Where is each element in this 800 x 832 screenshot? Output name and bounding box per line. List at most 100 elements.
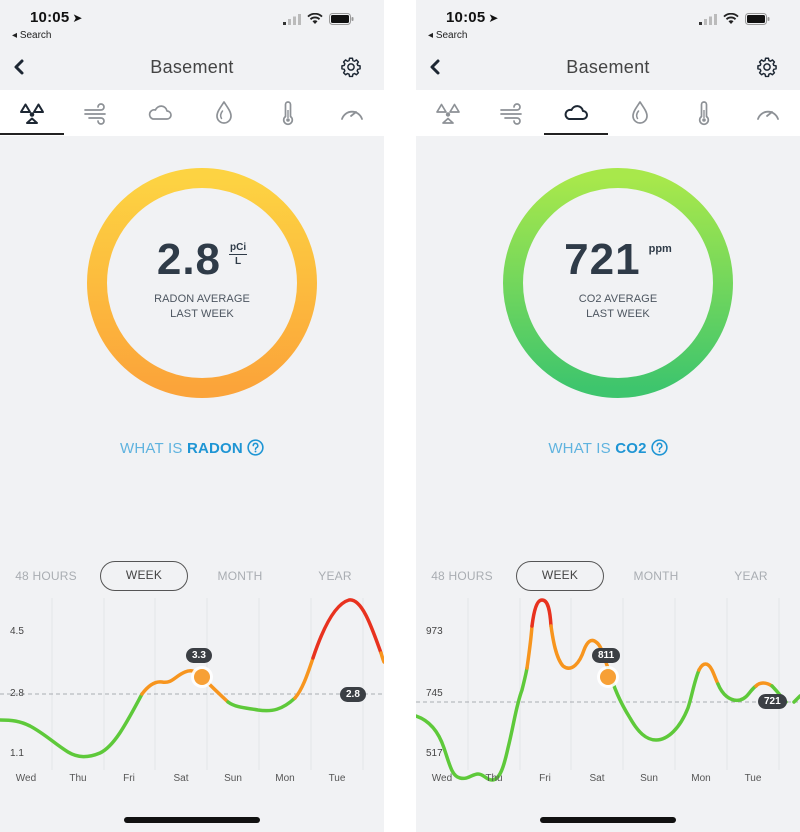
system-icons xyxy=(283,13,354,25)
x-label: Tue xyxy=(744,773,762,784)
x-label: W xyxy=(780,773,800,784)
wind-icon xyxy=(500,103,522,125)
what-is-co2-link[interactable]: WHAT IS CO2 xyxy=(416,439,800,457)
back-chevron-icon[interactable] xyxy=(426,56,446,78)
droplet-icon xyxy=(216,101,232,124)
tab-humidity[interactable] xyxy=(192,90,256,136)
status-bar: 10:05 ➤ ◂ Search xyxy=(416,0,800,46)
range-48-hours[interactable]: 48 HOURS xyxy=(431,569,493,583)
radiation-icon xyxy=(20,103,44,124)
y-tick: 745 xyxy=(426,688,443,699)
x-label: Sun xyxy=(224,773,242,784)
tab-radon[interactable] xyxy=(416,90,480,136)
ring-gauge xyxy=(87,168,317,398)
gauge-icon xyxy=(757,110,779,120)
tab-pressure[interactable] xyxy=(320,90,384,136)
range-week[interactable]: WEEK xyxy=(516,561,604,591)
tab-temperature[interactable] xyxy=(672,90,736,136)
tab-temperature[interactable] xyxy=(256,90,320,136)
ring-content: 2.8 pCi L RADON AVERAGE LAST WEEK xyxy=(87,168,317,398)
range-month[interactable]: MONTH xyxy=(633,569,679,583)
what-is-radon-link[interactable]: WHAT IS RADON xyxy=(0,439,384,457)
x-label: Mon xyxy=(691,773,711,784)
time-range-selector: 48 HOURS WEEK MONTH YEAR xyxy=(0,561,384,591)
page-title: Basement xyxy=(150,57,234,77)
y-tick: 4.5 xyxy=(10,626,24,637)
location-arrow-icon: ➤ xyxy=(488,11,499,25)
radon-line-chart xyxy=(0,598,384,770)
x-label: Sun xyxy=(640,773,658,784)
radon-value: 2.8 xyxy=(156,235,222,284)
co2-line-chart xyxy=(416,598,800,782)
co2-week-chart[interactable]: 973 745 517 811 721 Wed Thu Fri Sat Sun … xyxy=(416,598,800,792)
range-month[interactable]: MONTH xyxy=(217,569,263,583)
home-indicator[interactable] xyxy=(540,817,676,823)
range-year[interactable]: YEAR xyxy=(318,569,352,583)
range-year[interactable]: YEAR xyxy=(734,569,768,583)
thermometer-icon xyxy=(282,101,294,126)
nav-bar: Basement xyxy=(0,46,384,90)
tab-co2[interactable] xyxy=(128,90,192,136)
y-tick: 1.1 xyxy=(10,748,24,759)
radon-week-chart[interactable]: 4.5 2.8 1.1 3.3 2.8 Wed Thu Fri Sat Sun … xyxy=(0,598,384,792)
co2-value: 721 xyxy=(564,235,641,284)
co2-caption: CO2 AVERAGE LAST WEEK xyxy=(578,293,658,320)
nav-bar: Basement xyxy=(416,46,800,90)
radon-caption: RADON AVERAGE LAST WEEK xyxy=(154,293,250,320)
gear-icon[interactable] xyxy=(340,56,362,78)
phone-screen-co2: 10:05 ➤ ◂ Search Basement xyxy=(416,0,800,832)
range-week[interactable]: WEEK xyxy=(100,561,188,591)
help-circle-icon xyxy=(651,439,668,456)
tab-radon[interactable] xyxy=(0,90,64,136)
co2-unit: ppm xyxy=(648,243,672,255)
radiation-icon xyxy=(436,103,460,124)
status-bar: 10:05 ➤ ◂ Search xyxy=(0,0,384,46)
home-indicator[interactable] xyxy=(124,817,260,823)
back-chevron-icon[interactable] xyxy=(10,56,30,78)
x-label: Mon xyxy=(275,773,295,784)
tab-voc[interactable] xyxy=(64,90,128,136)
x-label: Fri xyxy=(539,773,551,784)
x-label: Thu xyxy=(485,773,503,784)
cellular-signal-icon xyxy=(699,13,717,25)
tab-pressure[interactable] xyxy=(736,90,800,136)
back-to-app-link[interactable]: ◂ Search xyxy=(428,30,468,41)
x-label: Fri xyxy=(123,773,135,784)
time-range-selector: 48 HOURS WEEK MONTH YEAR xyxy=(416,561,800,591)
x-label: Tue xyxy=(328,773,346,784)
y-tick: 973 xyxy=(426,626,443,637)
x-label: Sat xyxy=(589,773,605,784)
gear-icon[interactable] xyxy=(756,56,778,78)
droplet-icon xyxy=(632,101,648,124)
sensor-tab-bar xyxy=(416,90,800,136)
selected-point-tooltip: 811 xyxy=(592,648,621,663)
status-time: 10:05 ➤ xyxy=(30,9,83,26)
y-tick: 517 xyxy=(426,748,443,759)
selected-point-tooltip: 3.3 xyxy=(186,648,212,663)
wifi-icon xyxy=(307,13,323,24)
average-label: 2.8 xyxy=(340,687,366,702)
radon-average-ring: 2.8 pCi L RADON AVERAGE LAST WEEK xyxy=(87,168,317,398)
cloud-icon xyxy=(564,105,588,120)
thermometer-icon xyxy=(698,101,710,126)
ring-gauge xyxy=(503,168,733,398)
sensor-tab-bar xyxy=(0,90,384,136)
x-label: Sat xyxy=(173,773,189,784)
system-icons xyxy=(699,13,770,25)
x-label: Wed xyxy=(15,773,37,784)
location-arrow-icon: ➤ xyxy=(72,11,83,25)
tab-voc[interactable] xyxy=(480,90,544,136)
y-tick: 2.8 xyxy=(10,688,24,699)
ring-content: 721 ppm CO2 AVERAGE LAST WEEK xyxy=(503,168,733,398)
phone-screen-radon: 10:05 ➤ ◂ Search Basement xyxy=(0,0,384,832)
battery-icon xyxy=(745,13,770,25)
gauge-icon xyxy=(341,110,363,120)
x-label: Thu xyxy=(69,773,87,784)
x-label: Wed xyxy=(431,773,453,784)
back-to-app-link[interactable]: ◂ Search xyxy=(12,30,52,41)
radon-unit: pCi L xyxy=(229,242,248,267)
tab-co2[interactable] xyxy=(544,90,608,136)
range-48-hours[interactable]: 48 HOURS xyxy=(15,569,77,583)
average-label: 721 xyxy=(758,694,787,709)
tab-humidity[interactable] xyxy=(608,90,672,136)
